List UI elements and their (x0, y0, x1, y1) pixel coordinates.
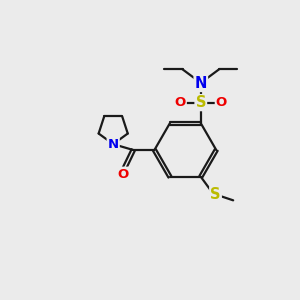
Text: O: O (175, 96, 186, 109)
Text: O: O (117, 168, 128, 181)
Text: O: O (216, 96, 227, 109)
Text: S: S (210, 187, 221, 202)
Text: S: S (196, 95, 206, 110)
Text: N: N (195, 76, 207, 91)
Text: N: N (108, 138, 119, 151)
